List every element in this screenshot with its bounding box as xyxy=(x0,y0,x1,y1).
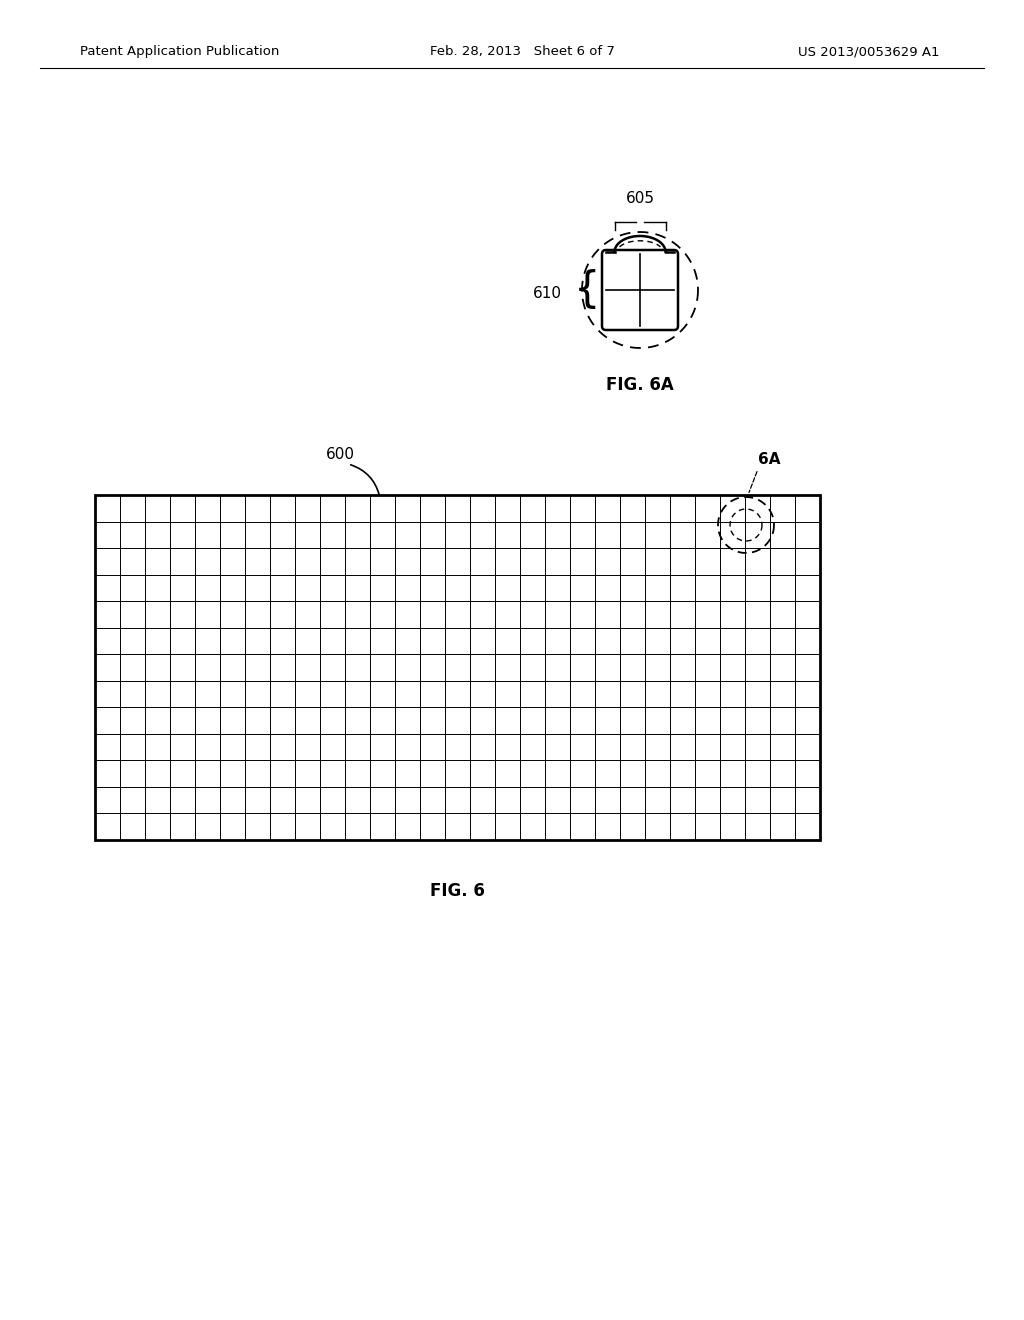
Text: FIG. 6A: FIG. 6A xyxy=(606,376,674,393)
Text: {: { xyxy=(573,269,600,312)
Text: 610: 610 xyxy=(534,286,562,301)
Text: 6A: 6A xyxy=(758,451,780,467)
FancyBboxPatch shape xyxy=(602,249,678,330)
Text: 605: 605 xyxy=(626,191,654,206)
Text: Feb. 28, 2013   Sheet 6 of 7: Feb. 28, 2013 Sheet 6 of 7 xyxy=(430,45,614,58)
Text: US 2013/0053629 A1: US 2013/0053629 A1 xyxy=(799,45,940,58)
Bar xyxy=(95,495,820,840)
Text: Patent Application Publication: Patent Application Publication xyxy=(80,45,280,58)
Text: FIG. 6: FIG. 6 xyxy=(430,882,485,900)
Text: 600: 600 xyxy=(326,447,354,462)
